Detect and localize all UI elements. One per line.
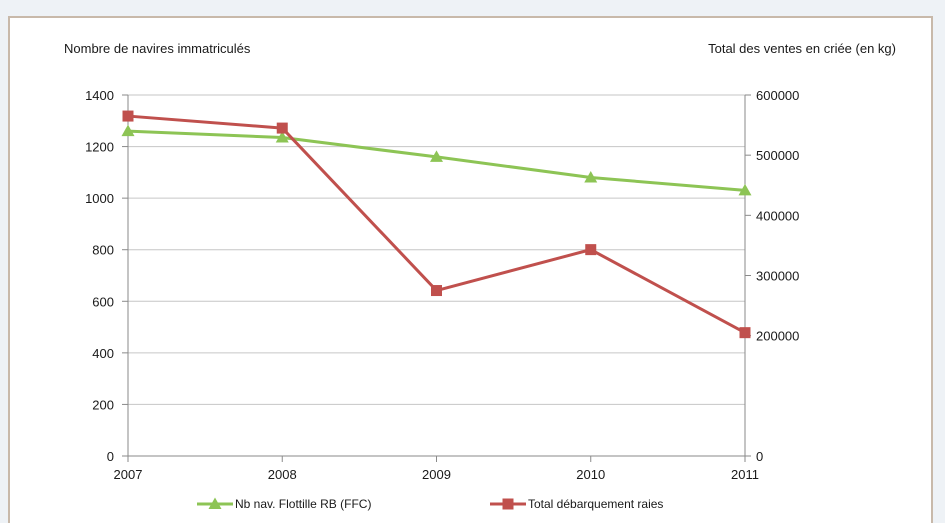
- square-marker: [502, 498, 514, 510]
- square-marker: [122, 110, 134, 122]
- x-tick-label: 2008: [268, 467, 297, 482]
- right-tick-label: 400000: [756, 208, 799, 223]
- left-tick-label: 800: [92, 243, 114, 258]
- right-tick-label: 300000: [756, 269, 799, 284]
- right-axis-title: Total des ventes en criée (en kg): [708, 41, 896, 56]
- legend-label: Nb nav. Flottille RB (FFC): [235, 497, 371, 511]
- square-marker: [739, 327, 751, 339]
- right-tick-label: 0: [756, 449, 763, 464]
- right-tick-label: 500000: [756, 148, 799, 163]
- series-flottille-rb: [121, 124, 752, 196]
- line-chart: Nombre de navires immatriculés Total des…: [64, 41, 896, 511]
- left-tick-label: 1000: [85, 191, 114, 206]
- triangle-marker: [584, 171, 598, 183]
- right-tick-label: 200000: [756, 329, 799, 344]
- x-tick-label: 2011: [731, 467, 759, 482]
- square-marker: [276, 122, 288, 134]
- right-tick-label: 600000: [756, 88, 799, 103]
- left-tick-label: 0: [107, 449, 114, 464]
- series: [121, 110, 752, 339]
- triangle-marker: [430, 150, 443, 162]
- left-axis-title: Nombre de navires immatriculés: [64, 41, 251, 56]
- series-line: [127, 114, 746, 334]
- left-tick-label: 1400: [85, 88, 114, 103]
- legend-item: Nb nav. Flottille RB (FFC): [197, 497, 371, 511]
- x-tick-label: 2010: [576, 467, 605, 482]
- left-tick-label: 600: [92, 294, 114, 309]
- legend-item: Total débarquement raies: [490, 497, 663, 511]
- x-tick-label: 2009: [422, 467, 451, 482]
- left-tick-label: 400: [92, 346, 114, 361]
- triangle-marker: [121, 124, 135, 137]
- legend-label: Total débarquement raies: [528, 497, 663, 511]
- gridlines: [128, 94, 745, 405]
- triangle-marker: [208, 497, 222, 509]
- square-marker: [585, 244, 597, 256]
- series-debarquement-raies: [122, 110, 751, 339]
- left-tick-label: 1200: [85, 140, 114, 155]
- left-tick-label: 200: [92, 397, 114, 412]
- square-marker: [431, 285, 442, 297]
- tick-labels: 0 200 400 600 800 1000 1200 1400 0 200000 300000 40…: [85, 88, 799, 482]
- x-tick-label: 2007: [114, 467, 143, 482]
- triangle-marker: [275, 131, 289, 143]
- chart-panel: Nombre de navires immatriculés Total des…: [8, 16, 933, 523]
- axes: [122, 94, 751, 462]
- triangle-marker: [738, 183, 752, 196]
- legend: Nb nav. Flottille RB (FFC) Total débarque…: [197, 497, 663, 511]
